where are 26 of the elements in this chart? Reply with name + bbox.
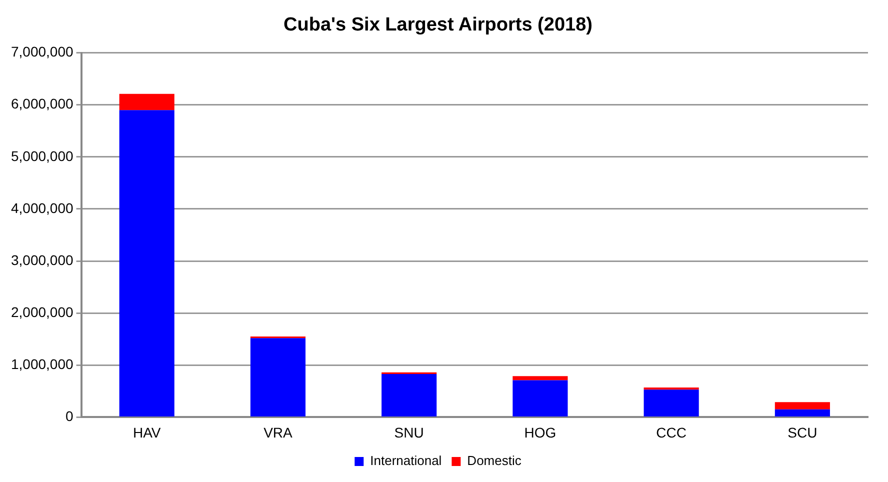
x-tick-label: SCU xyxy=(788,424,818,440)
y-tick-label: 0 xyxy=(65,408,74,424)
y-tick-label: 1,000,000 xyxy=(10,356,74,372)
bar xyxy=(512,380,568,416)
bar xyxy=(774,409,830,416)
y-tick-label: 4,000,000 xyxy=(10,200,74,216)
y-tick-label: 2,000,000 xyxy=(10,304,74,320)
bar xyxy=(774,402,830,410)
y-tick-label: 7,000,000 xyxy=(10,44,74,60)
x-tick-label: HOG xyxy=(524,424,556,440)
bar xyxy=(119,94,174,110)
x-tick-label: SNU xyxy=(394,424,424,440)
legend-label: International xyxy=(370,453,442,468)
x-tick-label: VRA xyxy=(264,424,294,440)
chart-title: Cuba's Six Largest Airports (2018) xyxy=(284,14,592,36)
bar xyxy=(644,390,699,416)
y-tick-label: 3,000,000 xyxy=(10,252,74,268)
bar xyxy=(382,374,437,416)
bar xyxy=(250,338,306,416)
bar xyxy=(512,376,568,380)
y-tick-label: 5,000,000 xyxy=(10,148,74,164)
x-tick-label: HAV xyxy=(132,424,162,440)
y-tick-label: 6,000,000 xyxy=(10,96,74,112)
legend-label: Domestic xyxy=(467,453,522,468)
x-tick-label: CCC xyxy=(656,424,686,440)
bar xyxy=(119,110,174,416)
